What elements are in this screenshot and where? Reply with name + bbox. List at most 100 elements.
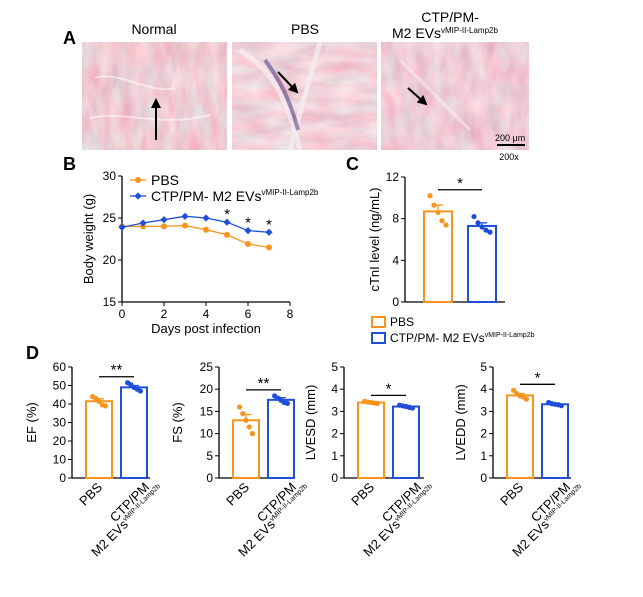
y-tick-label: 8 (392, 212, 399, 226)
legend-marker-pbs (135, 177, 141, 183)
ctni-legend: PBS CTP/PM- M2 EVsvMIP-II-Lamp2b (371, 315, 535, 345)
y-tick-label: 3 (331, 404, 338, 418)
legend-label-ev: CTP/PM- M2 EVsvMIP-II-Lamp2b (390, 331, 535, 345)
y-tick-label: 4 (392, 253, 399, 267)
data-point (427, 193, 433, 199)
y-tick-label: 5 (331, 360, 338, 374)
histology-image-normal (82, 42, 227, 150)
data-point (439, 218, 445, 224)
data-point (139, 219, 147, 227)
y-tick-label: 2 (331, 427, 338, 441)
y-axis-label: Body weight (g) (81, 194, 96, 284)
data-point (224, 231, 230, 238)
data-point (181, 212, 189, 220)
bar (467, 224, 497, 303)
series-line (121, 215, 270, 233)
data-point (243, 417, 249, 423)
y-axis-label: cTnI level (ng/mL) (367, 187, 382, 291)
significance-marker: * (535, 369, 541, 386)
data-point (118, 223, 126, 231)
histology-image-ev: 200 μm (381, 42, 529, 150)
significance-marker: * (386, 380, 392, 397)
data-point (223, 218, 231, 226)
y-tick-label: 0 (59, 471, 66, 485)
bar (357, 401, 385, 479)
data-point (443, 222, 449, 228)
legend-label-pbs: PBS (151, 172, 179, 188)
significance-marker: * (224, 206, 230, 223)
data-point (244, 227, 252, 235)
legend-swatch-pbs (371, 316, 386, 328)
arrow-icon (277, 71, 299, 94)
y-tick-label: 0 (392, 295, 399, 309)
data-point (160, 216, 168, 224)
y-tick-label: 2 (480, 427, 487, 441)
y-tick-label: 20 (103, 253, 117, 267)
data-point (182, 222, 188, 229)
significance-marker: ** (111, 362, 123, 379)
histology-image-pbs (232, 41, 377, 151)
x-tick-label: 0 (119, 307, 126, 321)
data-point (475, 220, 481, 226)
data-point (203, 226, 209, 233)
y-tick-label: 10 (200, 427, 214, 441)
y-tick-label: 25 (103, 211, 117, 225)
histo-title-ev-line1: CTP/PM- (421, 9, 479, 25)
significance-marker: * (457, 175, 463, 192)
series-line (122, 224, 270, 249)
y-tick-label: 4 (331, 382, 338, 396)
y-axis-label: EF (%) (24, 402, 39, 442)
x-axis-label: Days post infection (151, 321, 261, 336)
panel-a-letter: A (63, 28, 76, 48)
data-point (479, 224, 485, 230)
x-label-pbs: PBS (348, 479, 377, 508)
data-point (266, 244, 272, 251)
panel-d-letter: D (26, 343, 39, 363)
histo-title-pbs: PBS (291, 21, 319, 37)
legend-label-ev: CTP/PM- M2 EVsvMIP-II-Lamp2b (151, 188, 319, 204)
y-tick-label: 1 (331, 449, 338, 463)
data-point (471, 213, 477, 220)
y-tick-label: 0 (480, 471, 487, 485)
significance-marker: * (266, 216, 272, 233)
y-tick-label: 30 (103, 169, 117, 183)
legend-label-pbs: PBS (390, 315, 414, 329)
data-point (137, 388, 143, 394)
histo-title-normal: Normal (131, 21, 176, 37)
data-point (249, 431, 255, 437)
y-tick-label: 20 (200, 382, 214, 396)
data-point (487, 229, 493, 235)
data-point (202, 214, 210, 222)
data-point (374, 400, 380, 407)
histo-title-ev-line2: M2 EVsvMIP-II-Lamp2b (392, 25, 498, 41)
legend-swatch-ev (371, 332, 386, 344)
y-tick-label: 15 (200, 404, 214, 418)
bar (232, 419, 260, 479)
data-point (483, 227, 489, 233)
data-point (558, 403, 565, 409)
y-axis-label: FS (%) (170, 402, 185, 442)
y-tick-label: 12 (386, 170, 400, 184)
y-tick-label: 0 (206, 471, 213, 485)
y-tick-label: 25 (200, 360, 214, 374)
x-tick-label: 6 (245, 307, 252, 321)
significance-marker: * (245, 215, 251, 232)
x-tick-label: 4 (203, 307, 210, 321)
bar (392, 405, 420, 479)
y-axis-label: LVEDD (mm) (453, 384, 468, 460)
data-point (246, 424, 252, 430)
y-tick-label: 30 (53, 416, 67, 430)
data-point (102, 403, 108, 409)
y-tick-label: 3 (480, 404, 487, 418)
data-point (161, 223, 167, 230)
x-tick-label: 2 (161, 307, 168, 321)
y-tick-label: 20 (53, 434, 67, 448)
scale-bar-label: 200 μm (495, 133, 525, 143)
data-point (265, 228, 273, 236)
x-label-pbs: PBS (76, 479, 105, 508)
x-tick-label: 8 (287, 307, 294, 321)
